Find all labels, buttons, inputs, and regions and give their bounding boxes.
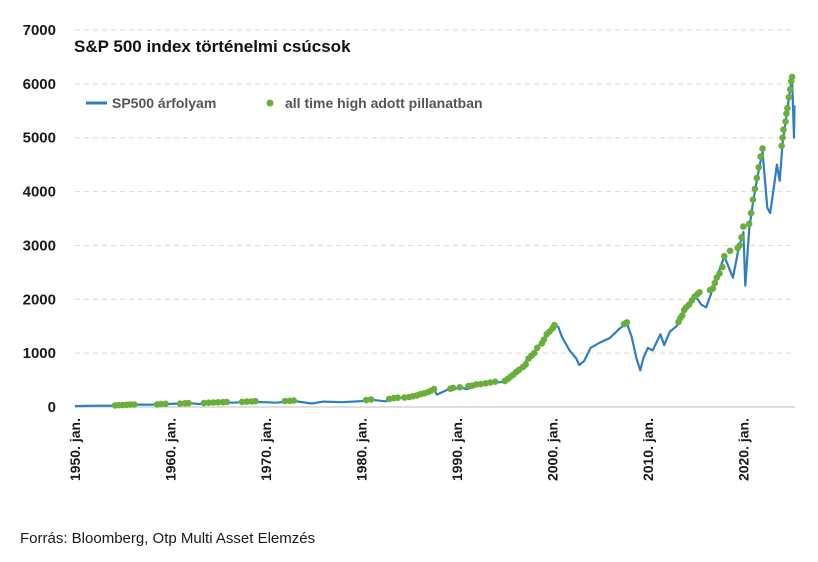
ath-marker (472, 381, 480, 388)
ath-marker (736, 242, 743, 249)
ath-marker (205, 399, 212, 407)
ath-marker (783, 110, 790, 117)
ath-marker (200, 399, 208, 407)
ath-marker (759, 145, 766, 152)
x-tick-label: 1950. jan. (67, 418, 83, 481)
ath-marker (740, 223, 747, 230)
chart-title: S&P 500 index történelmi csúcsok (74, 37, 351, 56)
ath-marker (785, 94, 793, 101)
ath-marker (430, 385, 438, 393)
ath-marker (696, 289, 703, 296)
ath-marker (782, 118, 789, 125)
ath-marker (755, 164, 762, 171)
ath-marker (786, 85, 794, 93)
series-layer (74, 77, 796, 408)
ath-marker (210, 399, 217, 406)
ath-marker (522, 361, 529, 368)
ath-marker (290, 397, 298, 404)
ath-marker (394, 394, 402, 402)
y-axis-tick-labels: 0 1000 2000 3000 4000 5000 6000 7000 (23, 22, 56, 416)
y-tick-label: 7000 (23, 22, 56, 39)
ath-marker (531, 349, 538, 357)
y-tick-label: 5000 (23, 130, 56, 147)
ath-marker (223, 398, 231, 406)
y-tick-label: 2000 (23, 291, 56, 308)
ath-marker (238, 398, 246, 406)
gridlines (75, 29, 795, 354)
x-tick-label: 2000. jan. (544, 418, 560, 481)
sp500-price-line (74, 77, 796, 408)
source-note: Forrás: Bloomberg, Otp Multi Asset Elemz… (20, 530, 316, 547)
y-tick-label: 1000 (23, 345, 56, 362)
ath-marker (401, 394, 408, 401)
ath-marker (749, 196, 757, 203)
y-tick-label: 0 (48, 399, 56, 416)
ath-marker (491, 378, 499, 386)
ath-marker (716, 270, 723, 277)
x-tick-label: 1990. jan. (449, 418, 465, 481)
legend-dot-swatch (266, 99, 274, 107)
y-tick-label: 4000 (23, 184, 56, 201)
ath-marker (747, 209, 755, 217)
ath-marker (711, 279, 719, 287)
ath-marker (551, 321, 558, 329)
ath-marker (214, 399, 222, 406)
ath-marker (130, 401, 138, 408)
ath-marker (745, 220, 753, 228)
ath-marker (778, 142, 785, 150)
ath-marker (623, 319, 631, 326)
x-tick-label: 2020. jan. (735, 418, 751, 481)
marker-layer (111, 73, 796, 409)
ath-marker (780, 126, 787, 133)
ath-marker (751, 185, 759, 193)
ath-marker (362, 396, 370, 404)
ath-marker (753, 174, 761, 182)
ath-marker (784, 104, 791, 112)
ath-marker (779, 134, 786, 141)
ath-marker (162, 400, 169, 408)
x-tick-label: 1980. jan. (353, 418, 369, 481)
x-tick-label: 1970. jan. (258, 418, 274, 481)
ath-marker (679, 312, 686, 319)
ath-marker (721, 252, 728, 260)
y-tick-label: 3000 (23, 237, 56, 254)
ath-marker (456, 384, 464, 391)
ath-marker (176, 400, 184, 408)
ath-marker (726, 247, 734, 255)
x-axis-tick-labels: 1950. jan. 1960. jan. 1970. jan. 1980. jan.… (67, 418, 751, 481)
ath-marker (719, 263, 726, 271)
legend-label-ath: all time high adott pillanatban (285, 95, 483, 111)
y-tick-label: 6000 (23, 76, 56, 93)
ath-marker (185, 399, 192, 407)
ath-marker (243, 398, 251, 405)
ath-marker (252, 397, 259, 405)
legend-label-price: SP500 árfolyam (112, 95, 216, 111)
ath-marker (540, 336, 548, 344)
ath-marker (157, 400, 165, 408)
ath-marker (757, 153, 764, 160)
x-tick-label: 2010. jan. (640, 418, 656, 481)
ath-marker (788, 73, 796, 81)
ath-marker (449, 384, 457, 392)
ath-marker (709, 285, 717, 292)
ath-marker (367, 396, 375, 403)
legend: SP500 árfolyam all time high adott pilla… (86, 95, 483, 111)
ath-marker (533, 344, 541, 352)
x-tick-label: 1960. jan. (162, 418, 178, 481)
ath-marker (281, 397, 289, 405)
ath-marker (738, 234, 745, 241)
